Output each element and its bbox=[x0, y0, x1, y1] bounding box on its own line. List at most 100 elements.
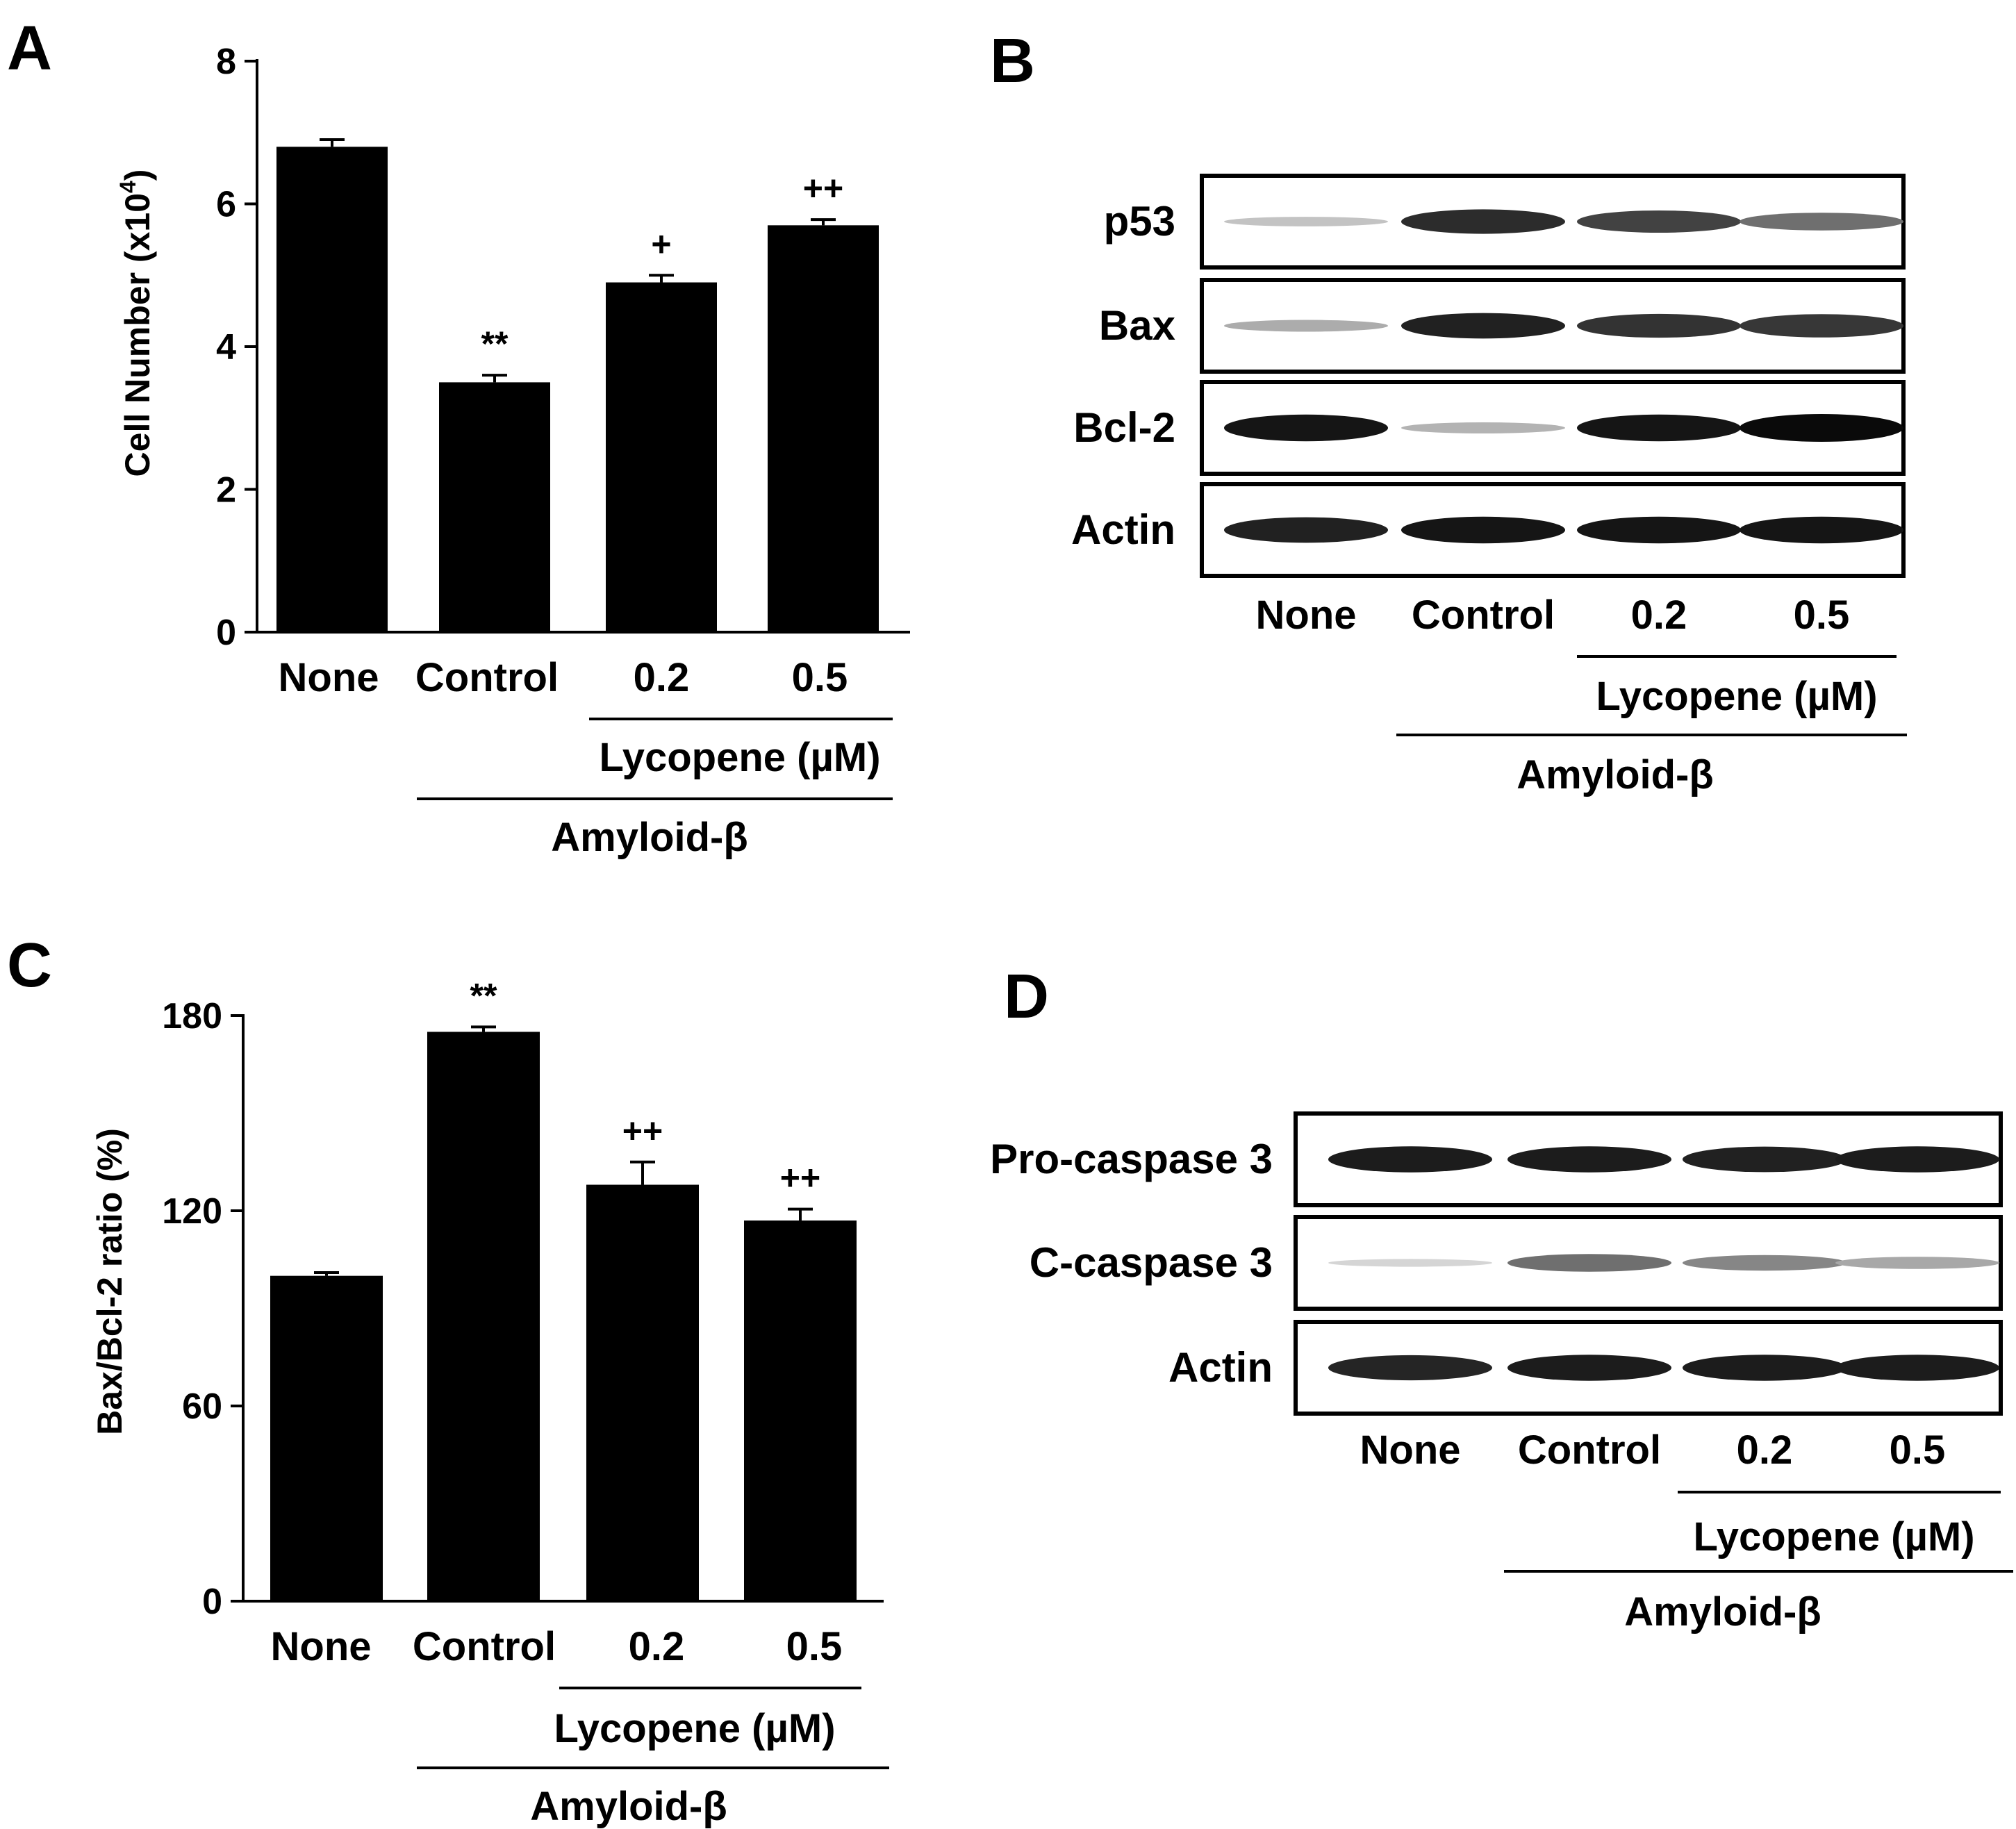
panel-c-bar-chart: C Bax/Bcl-2 ratio (%) 0 60 120 180 ** ++ ++ N… bbox=[7, 931, 889, 1829]
panel-a-category-label: 0.2 bbox=[634, 655, 690, 700]
panel-a-y-tick-label: 6 bbox=[216, 185, 236, 225]
panel-b-lane-label: None bbox=[1256, 593, 1357, 638]
panel-a-y-tick-label: 8 bbox=[216, 42, 236, 82]
panel-a-y-axis-title: Cell Number (x104) bbox=[115, 169, 157, 477]
panel-a-lycopene-label: Lycopene (µM) bbox=[599, 735, 880, 780]
panel-a-y-tick-label: 2 bbox=[216, 470, 236, 511]
panel-d-amyloid-label: Amyloid-β bbox=[1624, 1589, 1821, 1634]
panel-c-category-labels: None Control 0.2 0.5 bbox=[271, 1624, 843, 1669]
panel-d-lane-label: None bbox=[1360, 1427, 1461, 1473]
panel-a-y-tick-label: 4 bbox=[216, 327, 236, 367]
panel-c-significance-label: ++ bbox=[622, 1111, 663, 1150]
panel-d-blot-band bbox=[1328, 1146, 1492, 1173]
panel-d-blot-band bbox=[1507, 1254, 1671, 1272]
panel-b-blot-row-label: Bcl-2 bbox=[1073, 404, 1175, 451]
panel-d-blot-band bbox=[1683, 1255, 1846, 1271]
panel-d-western-blot: D Pro-caspase 3 C-caspase 3 Actin None Con… bbox=[990, 962, 2013, 1634]
panel-c-bars: ** ++ ++ bbox=[270, 976, 857, 1601]
panel-b-blot-band bbox=[1577, 210, 1741, 233]
panel-b-lane-label: Control bbox=[1412, 593, 1555, 638]
panel-c-bar bbox=[586, 1184, 699, 1601]
panel-b-blot-band bbox=[1740, 414, 1903, 442]
panel-a-bar bbox=[768, 225, 879, 632]
panel-c-y-tick-label: 180 bbox=[162, 996, 222, 1036]
panel-b-amyloid-label: Amyloid-β bbox=[1517, 752, 1714, 797]
panel-b-lane-labels: None Control 0.2 0.5 bbox=[1256, 593, 1850, 638]
panel-a-category-label: 0.5 bbox=[792, 655, 848, 700]
panel-b-blot-row-label: Actin bbox=[1071, 506, 1175, 553]
panel-b-lane-label: 0.5 bbox=[1794, 593, 1850, 638]
panel-c-significance-label: ++ bbox=[780, 1159, 820, 1198]
panel-c-category-label: 0.5 bbox=[786, 1624, 843, 1669]
panel-a-category-label: None bbox=[279, 655, 379, 700]
panel-d-blot-rows: Pro-caspase 3 C-caspase 3 Actin bbox=[990, 1111, 2003, 1416]
panel-d-lane-label: 0.2 bbox=[1737, 1427, 1793, 1473]
panel-a-letter: A bbox=[7, 14, 52, 83]
panel-b-blot-row-label: p53 bbox=[1104, 198, 1175, 245]
panel-d-blot-row-label: Pro-caspase 3 bbox=[990, 1136, 1273, 1182]
panel-c-y-ticks: 0 60 120 180 bbox=[162, 996, 243, 1622]
panel-a-bar bbox=[276, 147, 388, 633]
panel-b-blot-band bbox=[1740, 314, 1903, 338]
panel-b-blot-band bbox=[1577, 414, 1741, 442]
panel-a-ylabel: Cell Number (x10 bbox=[118, 193, 157, 477]
panel-c-bar bbox=[744, 1220, 857, 1601]
panel-c-bar bbox=[270, 1275, 383, 1601]
panel-c-y-tick-label: 120 bbox=[162, 1191, 222, 1232]
panel-b-lycopene-label: Lycopene (µM) bbox=[1596, 674, 1877, 719]
panel-a-ylabel-superscript: 4 bbox=[115, 181, 140, 193]
panel-d-blot-row-label: C-caspase 3 bbox=[1030, 1239, 1273, 1286]
panel-b-blot-band bbox=[1224, 414, 1388, 442]
svg-text:Cell Number (x104): Cell Number (x104) bbox=[115, 169, 157, 477]
panel-b-blot-band bbox=[1401, 313, 1565, 339]
panel-c-significance-label: ** bbox=[470, 976, 497, 1015]
panel-b-blot-band bbox=[1224, 517, 1388, 543]
panel-b-blot-band bbox=[1740, 213, 1903, 231]
panel-a-significance-label: ++ bbox=[803, 169, 843, 208]
panel-c-bar bbox=[427, 1032, 540, 1601]
panel-d-blot-band bbox=[1835, 1355, 1999, 1381]
panel-c-category-label: 0.2 bbox=[629, 1624, 685, 1669]
panel-b-blot-band bbox=[1577, 313, 1741, 338]
panel-b-blot-band bbox=[1401, 209, 1565, 234]
panel-d-lane-labels: None Control 0.2 0.5 bbox=[1360, 1427, 1946, 1473]
panel-a-amyloid-label: Amyloid-β bbox=[551, 815, 748, 860]
panel-b-blot-band bbox=[1401, 422, 1565, 433]
panel-c-lycopene-label: Lycopene (µM) bbox=[554, 1706, 835, 1751]
panel-b-letter: B bbox=[990, 26, 1035, 96]
panel-b-blot-band bbox=[1740, 516, 1903, 544]
panel-a-y-ticks: 0 2 4 6 8 bbox=[216, 42, 257, 653]
panel-d-blot-band bbox=[1507, 1355, 1671, 1381]
panel-d-blot-band bbox=[1835, 1257, 1999, 1269]
panel-a-bars: **+++ bbox=[276, 138, 879, 633]
panel-d-letter: D bbox=[1004, 962, 1049, 1032]
panel-b-blot-band bbox=[1224, 320, 1388, 332]
panel-d-lycopene-label: Lycopene (µM) bbox=[1693, 1514, 1974, 1559]
panel-b-blot-row-label: Bax bbox=[1099, 302, 1175, 349]
panel-b-blot-band bbox=[1224, 217, 1388, 226]
panel-c-y-tick-label: 60 bbox=[182, 1387, 222, 1427]
panel-d-lane-label: Control bbox=[1518, 1427, 1661, 1473]
panel-a-significance-label: ** bbox=[481, 324, 509, 363]
panel-d-lane-label: 0.5 bbox=[1890, 1427, 1946, 1473]
panel-d-blot-band bbox=[1683, 1146, 1846, 1173]
panel-a-ylabel-suffix: ) bbox=[118, 169, 157, 181]
panel-a-category-labels: None Control 0.2 0.5 bbox=[279, 655, 848, 700]
panel-b-lane-label: 0.2 bbox=[1631, 593, 1687, 638]
panel-d-blot-band bbox=[1328, 1355, 1492, 1381]
panel-a-category-label: Control bbox=[415, 655, 559, 700]
panel-b-blot-rows: p53 Bax Bcl-2 Actin bbox=[1071, 174, 1906, 578]
panel-a-bar bbox=[439, 382, 550, 632]
panel-b-blot-band bbox=[1401, 516, 1565, 544]
panel-d-blot-band bbox=[1835, 1146, 1999, 1173]
panel-c-category-label: None bbox=[271, 1624, 372, 1669]
panel-c-letter: C bbox=[7, 931, 52, 1000]
panel-a-y-tick-label: 0 bbox=[216, 613, 236, 653]
panel-c-amyloid-label: Amyloid-β bbox=[530, 1784, 727, 1829]
panel-d-blot-band bbox=[1507, 1146, 1671, 1173]
panel-d-blot-row-label: Actin bbox=[1168, 1344, 1273, 1391]
panel-d-blot-band bbox=[1328, 1259, 1492, 1267]
